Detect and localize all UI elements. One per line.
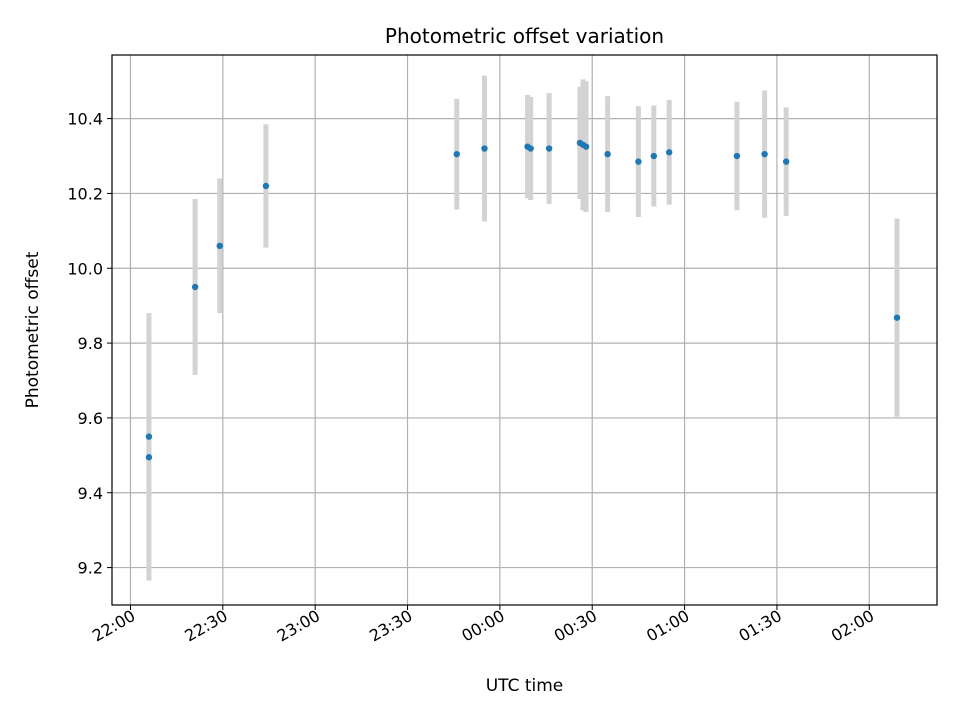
data-point — [635, 158, 642, 165]
y-tick-label: 9.8 — [78, 334, 103, 353]
x-axis-label: UTC time — [486, 676, 564, 696]
data-point — [262, 182, 270, 190]
x-tick-label: 22:30 — [181, 606, 230, 646]
y-tick-label: 9.6 — [78, 409, 103, 428]
data-points — [145, 139, 901, 461]
data-point — [453, 150, 460, 158]
x-tick-label: 00:30 — [551, 606, 600, 646]
data-point — [761, 150, 768, 158]
data-point — [604, 150, 611, 158]
data-point — [650, 152, 657, 160]
y-tick-label: 10.2 — [67, 184, 103, 203]
data-point — [481, 145, 488, 152]
data-point — [893, 314, 901, 321]
data-point — [527, 145, 534, 152]
x-tick-label: 23:00 — [274, 606, 323, 646]
chart-title: Photometric offset variation — [385, 24, 664, 48]
y-axis-label: Photometric offset — [23, 251, 43, 408]
x-tick-label: 23:30 — [366, 606, 415, 646]
y-tick-label: 9.4 — [78, 484, 103, 503]
x-tick-label: 02:00 — [828, 606, 877, 646]
data-point — [216, 242, 223, 250]
y-tick-label: 10.4 — [67, 110, 103, 129]
error-bars — [146, 75, 900, 581]
data-point — [145, 454, 153, 461]
data-point — [782, 158, 790, 165]
data-point — [191, 283, 199, 291]
data-point — [545, 145, 553, 152]
data-point — [582, 143, 590, 150]
x-tick-label: 00:00 — [458, 606, 507, 646]
x-tick-label: 22:00 — [89, 606, 138, 646]
x-axis-ticks: 22:00 22:30 23:00 23:30 00:00 00:30 01:00 01:30… — [89, 605, 877, 646]
y-tick-label: 9.2 — [78, 559, 103, 578]
plot-frame — [111, 54, 938, 606]
data-point — [665, 149, 673, 156]
data-point — [145, 433, 153, 440]
y-axis-ticks: 9.2 9.4 9.6 9.8 10.0 10.2 10.4 — [67, 110, 112, 578]
grid — [112, 55, 937, 605]
data-point — [733, 152, 741, 160]
y-tick-label: 10.0 — [67, 259, 103, 278]
x-tick-label: 01:00 — [643, 606, 692, 646]
x-tick-label: 01:30 — [735, 606, 784, 646]
